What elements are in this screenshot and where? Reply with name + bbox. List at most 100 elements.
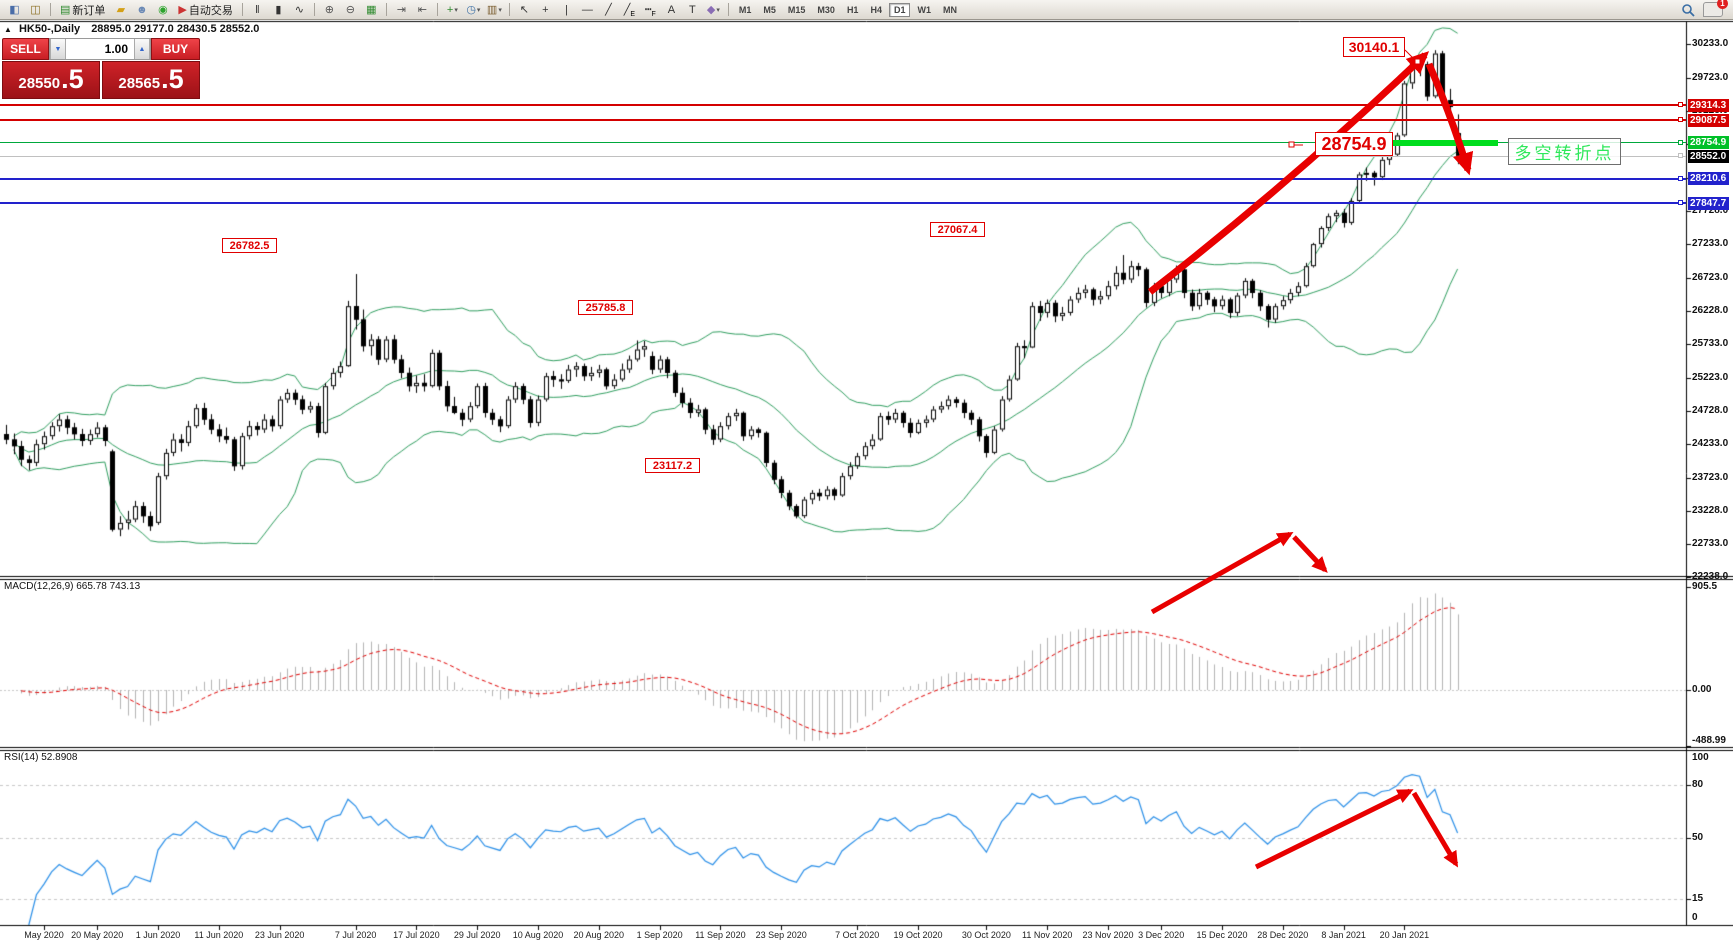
date-axis-label: 20 Aug 2020 (573, 930, 625, 940)
line-chart-icon[interactable]: ∿ (294, 4, 304, 16)
level-line-anchor[interactable] (1678, 175, 1683, 181)
level-line-anchor[interactable] (1678, 153, 1683, 159)
timeframe-m5[interactable]: M5 (763, 4, 776, 15)
sell-price-box[interactable]: 28550 .5 (2, 61, 100, 99)
timeframe-h4[interactable]: H4 (870, 4, 882, 15)
volume-input[interactable]: 1.00 (104, 42, 128, 56)
rsi-axis-tick: 80 (1692, 779, 1704, 790)
candlestick-icon[interactable]: ▮ (275, 4, 282, 16)
date-axis-label: 11 Nov 2020 (1022, 930, 1073, 940)
level-line-anchor[interactable] (1678, 139, 1683, 145)
level-line-anchor[interactable] (1678, 200, 1683, 206)
timeframe-d1[interactable]: D1 (888, 2, 911, 17)
date-axis-label: 10 Aug 2020 (512, 930, 564, 940)
price-label-28754[interactable]: 28754.9 (1315, 132, 1393, 156)
tile-windows-icon[interactable]: ▦ (366, 4, 377, 16)
date-axis-label: 23 Jun 2020 (254, 930, 305, 940)
toolbar: ◧ ◫ ▤ 新订单 ▰ ☻ ◉ ▶ 自动交易 ‖ ▮ ∿ ⊕ ⊖ ▦ ⇥ ⇤ + ▾ ◷ ▾ ▥ ▾ ↖ + | — ╱ ╱ E ┅ F A T ◆… (0, 0, 1733, 20)
autotrade-button[interactable]: ▶ 自动交易 (178, 4, 233, 17)
date-axis-label: 15 Dec 2020 (1196, 930, 1248, 940)
volume-decrease-button[interactable]: ▼ (50, 39, 66, 59)
date-axis-label: 11 Jun 2020 (194, 930, 244, 940)
volume-increase-button[interactable]: ▲ (134, 39, 150, 59)
toolbar-separator (241, 3, 243, 16)
horizontal-line-icon[interactable]: — (581, 3, 593, 16)
level-line-anchor[interactable] (1678, 117, 1683, 123)
level-line (0, 177, 1686, 180)
rsi-axis-tick: 100 (1692, 752, 1709, 763)
crosshair-icon[interactable]: + (542, 3, 549, 16)
rsi-axis-tick: 15 (1692, 892, 1704, 904)
notifications-icon[interactable]: 1 (1703, 0, 1728, 17)
price-axis-tick: 25733.0 (1692, 338, 1729, 349)
date-axis-label: 8 Jan 2021 (1321, 930, 1366, 940)
price-label-26782[interactable]: 26782.5 (222, 238, 277, 253)
charts-icon[interactable]: ◧ (9, 4, 20, 16)
price-label-27067[interactable]: 27067.4 (930, 222, 985, 237)
date-axis-label: 7 Oct 2020 (835, 930, 880, 940)
templates-button[interactable]: ▥ ▾ (486, 4, 502, 16)
price-label-25785[interactable]: 25785.8 (578, 300, 633, 315)
indicators-button[interactable]: + ▾ (446, 3, 458, 16)
shapes-button[interactable]: ◆ ▾ (706, 4, 720, 16)
buy-button[interactable]: BUY (151, 38, 200, 60)
price-axis-tick: 27728.0 (1692, 205, 1729, 216)
buy-price-box[interactable]: 28565 .5 (102, 61, 200, 99)
timeframe-m30[interactable]: M30 (817, 4, 835, 15)
date-axis-label: 23 Nov 2020 (1082, 930, 1134, 940)
pivot-note-label[interactable]: 多空转折点 (1508, 138, 1621, 165)
volume-stepper: ▼ 1.00 ▲ (49, 38, 151, 60)
timeframe-mn[interactable]: MN (942, 4, 957, 15)
date-axis-label: 20 Jan 2021 (1379, 930, 1430, 940)
toolbar-separator (508, 3, 510, 16)
timeframe-w1[interactable]: W1 (917, 4, 931, 15)
text-icon[interactable]: A (667, 3, 676, 16)
rsi-label: RSI(14) 52.8908 (4, 752, 78, 763)
chart-shift-icon[interactable]: ⇤ (417, 4, 427, 16)
collapse-panel-icon[interactable]: ▲ (4, 25, 12, 34)
price-tag: 29314.3 (1688, 98, 1730, 112)
search-icon[interactable] (1681, 3, 1695, 17)
signals-icon[interactable]: ◉ (158, 4, 168, 16)
date-axis-label: 28 Dec 2020 (1257, 930, 1309, 940)
price-label-30140[interactable]: 30140.1 (1343, 37, 1405, 57)
vertical-line-icon[interactable]: | (564, 3, 568, 16)
date-axis-label: 3 Dec 2020 (1138, 930, 1185, 940)
zoom-in-icon[interactable]: ⊕ (324, 4, 334, 16)
buy-price-pip: .5 (161, 64, 184, 94)
level-line-anchor[interactable] (1678, 102, 1683, 108)
periods-button[interactable]: ◷ ▾ (466, 4, 481, 16)
level-line (0, 119, 1686, 122)
auto-scroll-icon[interactable]: ⇥ (396, 4, 406, 16)
price-axis-tick: 24728.0 (1692, 405, 1729, 416)
zoom-out-icon[interactable]: ⊖ (345, 4, 355, 16)
level-line (0, 142, 1686, 144)
sell-price: 28550 (18, 75, 61, 92)
price-label-23117[interactable]: 23117.2 (645, 458, 700, 473)
date-axis-label: 1 Sep 2020 (636, 930, 683, 940)
price-tag: 27847.7 (1688, 196, 1730, 210)
timeframe-h1[interactable]: H1 (846, 4, 859, 15)
label-icon[interactable]: T (689, 3, 696, 16)
macd-axis-tick: 905.5 (1692, 581, 1718, 592)
date-axis-label: 7 Jul 2020 (334, 930, 377, 940)
date-axis-label: 17 Jul 2020 (393, 930, 440, 940)
sell-button[interactable]: SELL (2, 38, 49, 60)
trendline-icon[interactable]: ╱ (605, 4, 612, 16)
level-line (0, 104, 1686, 107)
experts-icon[interactable]: ☻ (136, 3, 148, 16)
styles-icon[interactable]: ▰ (116, 4, 126, 16)
channel-icon[interactable]: ╱ E (623, 4, 636, 18)
price-axis-tick: 30233.0 (1692, 38, 1729, 49)
bar-chart-icon[interactable]: ‖ (255, 3, 260, 16)
pivot-level-segment[interactable] (1385, 139, 1498, 146)
fibonacci-icon[interactable]: ┅ F (644, 4, 656, 18)
date-axis-label: 11 Sep 2020 (695, 930, 746, 940)
timeframe-m1[interactable]: M1 (738, 4, 752, 15)
toolbar-buttons: ◧ ◫ ▤ 新订单 ▰ ☻ ◉ ▶ 自动交易 ‖ ▮ ∿ ⊕ ⊖ ▦ ⇥ ⇤ + ▾ ◷ ▾ ▥ ▾ ↖ + | — ╱ ╱ E ┅ F A T ◆… (4, 1, 733, 19)
profiles-icon[interactable]: ◫ (30, 4, 41, 16)
rsi-axis-tick: 0 (1692, 912, 1698, 923)
timeframe-m15[interactable]: M15 (787, 4, 806, 15)
cursor-icon[interactable]: ↖ (519, 4, 529, 16)
new-order-button[interactable]: ▤ 新订单 (60, 4, 106, 17)
